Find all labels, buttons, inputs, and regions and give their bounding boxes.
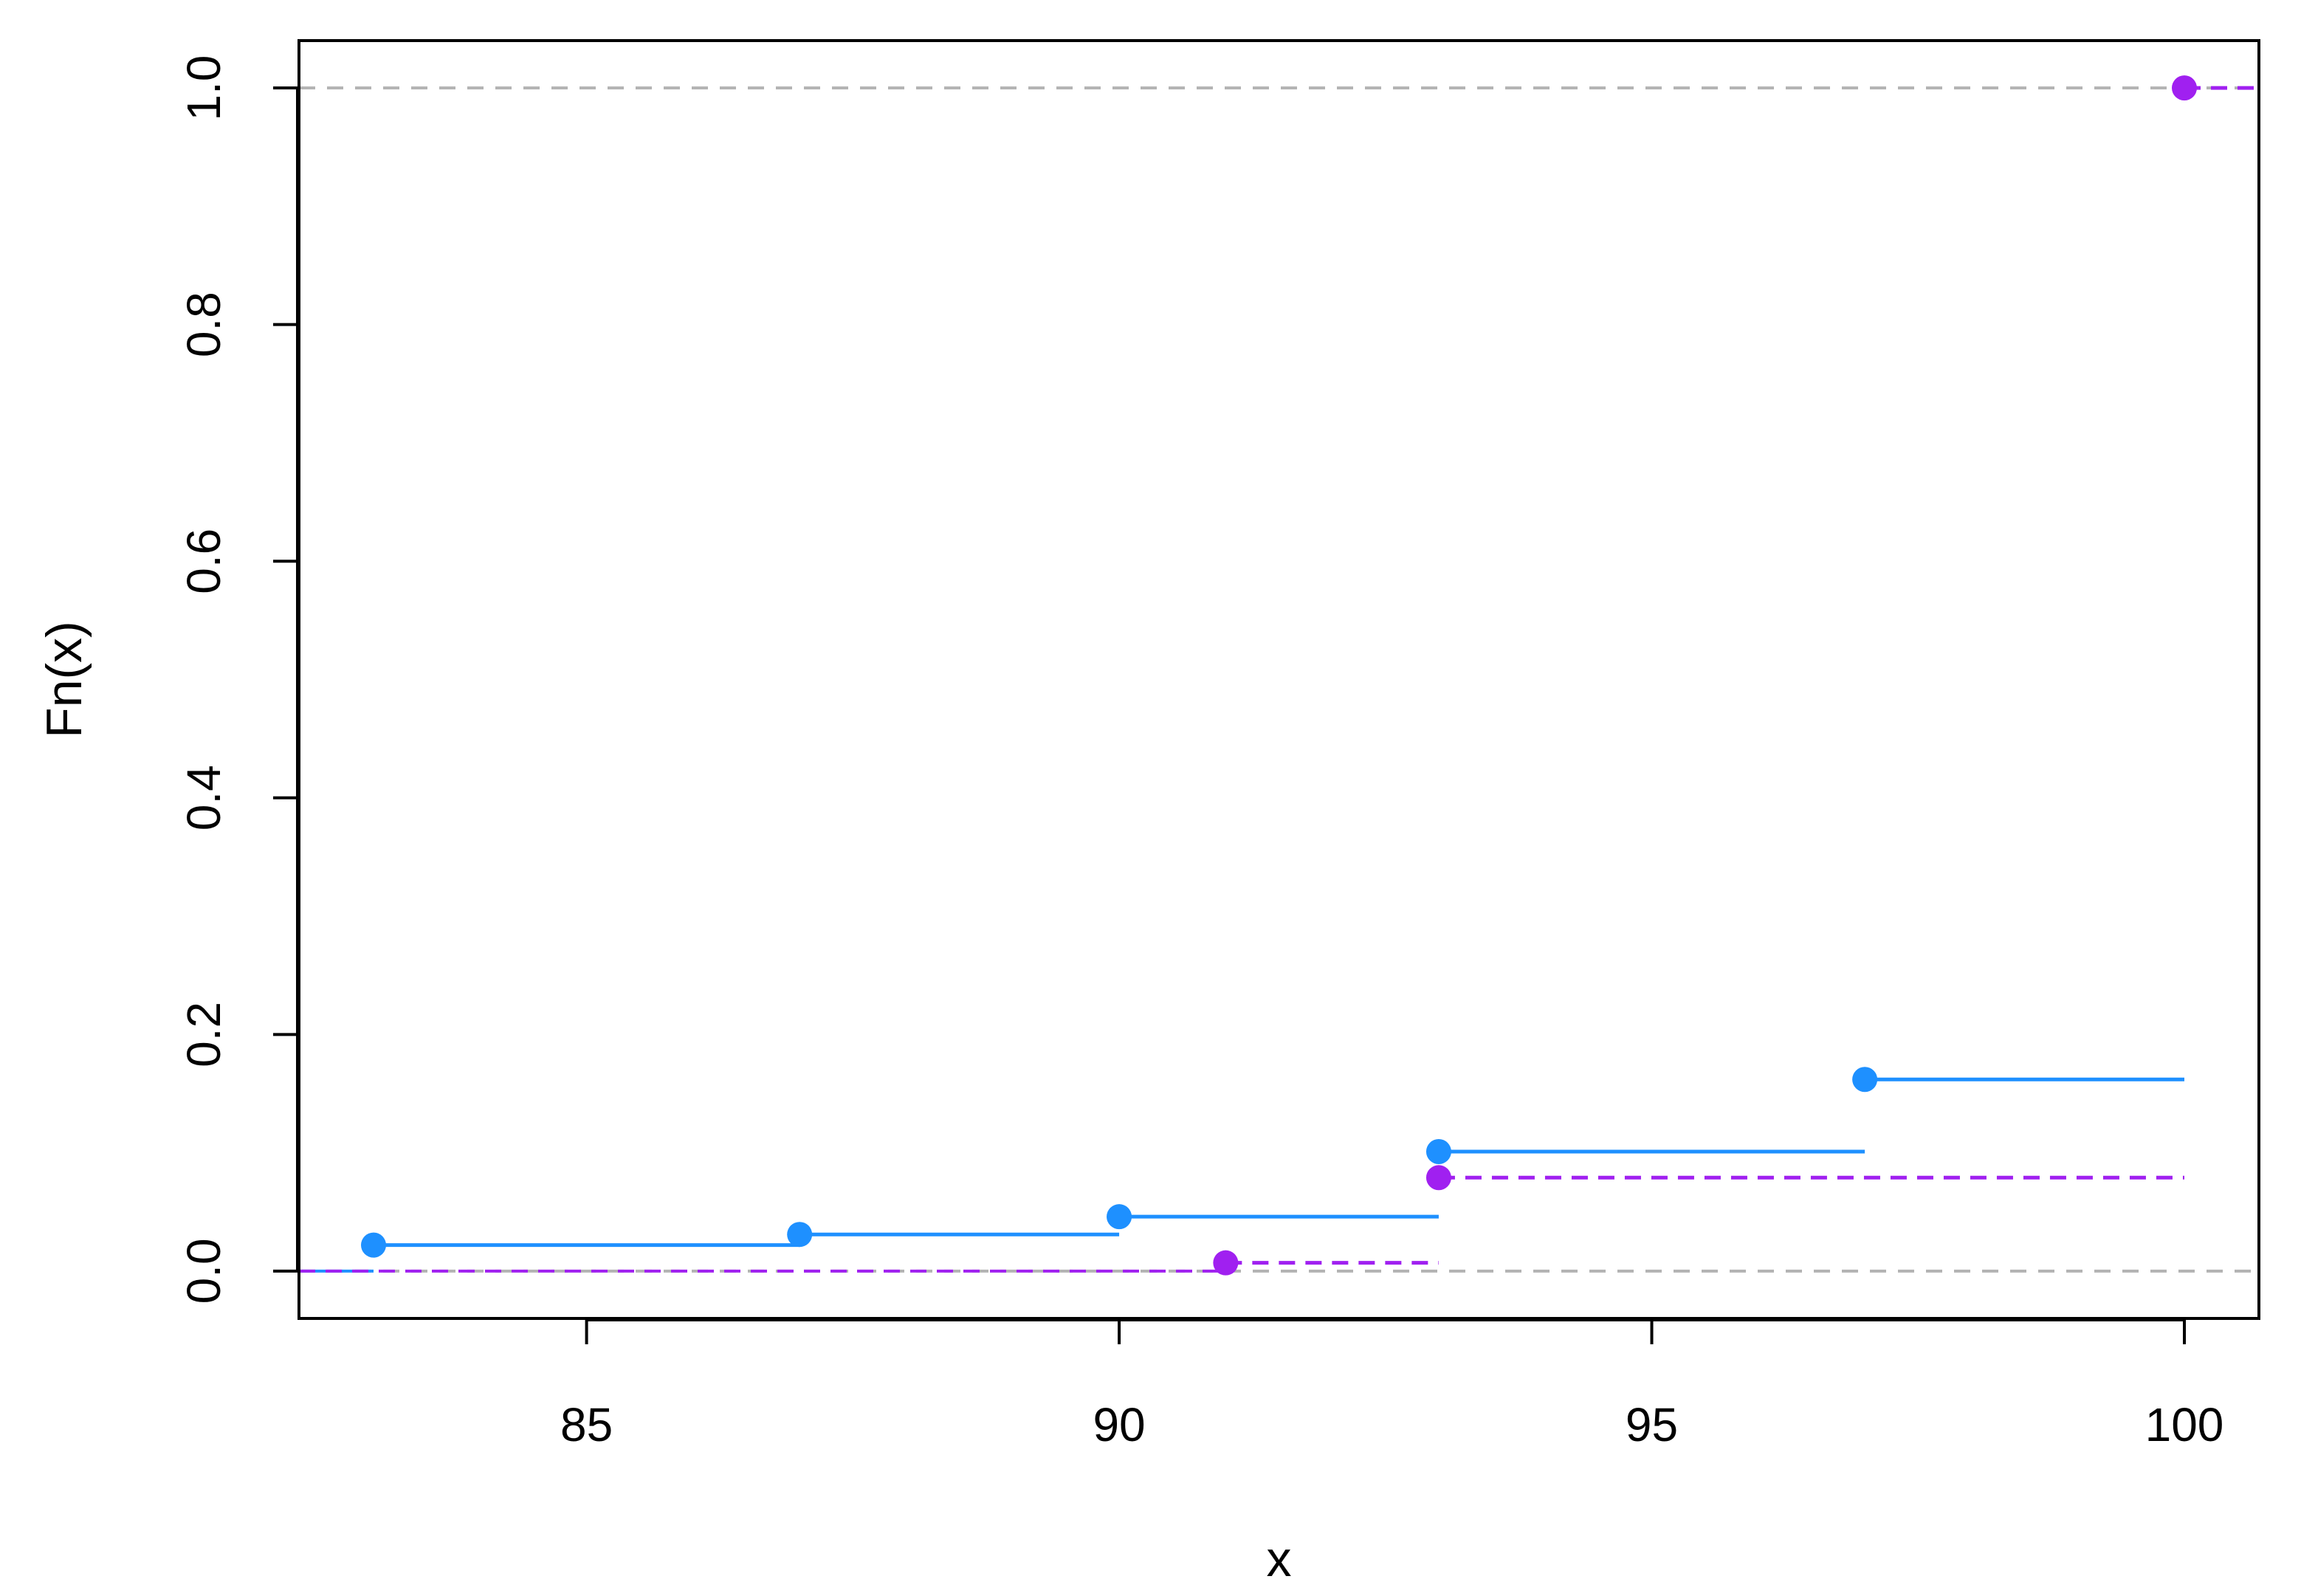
y-tick-label: 0.6 (177, 529, 230, 594)
series-group (299, 75, 2259, 1276)
series-0-point (1425, 1139, 1451, 1165)
y-tick-label: 0.8 (177, 292, 230, 357)
x-tick-label: 90 (1093, 1398, 1145, 1451)
series-1 (299, 75, 2259, 1276)
reference-lines (299, 86, 2259, 1273)
y-tick-label: 0.4 (177, 765, 230, 830)
series-0-point (787, 1222, 813, 1248)
y-tick-label: 0.0 (177, 1238, 230, 1304)
y-tick-label: 1.0 (177, 55, 230, 121)
x-tick-label: 100 (2145, 1398, 2224, 1451)
x-tick-label: 95 (1626, 1398, 1678, 1451)
series-1-point (1425, 1165, 1451, 1191)
x-tick-label: 85 (560, 1398, 613, 1451)
series-1-point (1213, 1250, 1239, 1276)
series-0-point (1852, 1067, 1878, 1093)
x-axis-title: x (1267, 1531, 1292, 1587)
series-0 (299, 1067, 2184, 1273)
series-0-point (361, 1232, 387, 1258)
y-axis-title: Fn(x) (36, 621, 92, 738)
y-axis: 0.0 0.2 0.4 0.6 0.8 1.0 (177, 55, 299, 1304)
y-tick-label: 0.2 (177, 1002, 230, 1067)
series-1-point (2171, 75, 2197, 101)
series-0-point (1107, 1204, 1132, 1230)
x-axis: 85 90 95 100 (560, 1318, 2223, 1451)
